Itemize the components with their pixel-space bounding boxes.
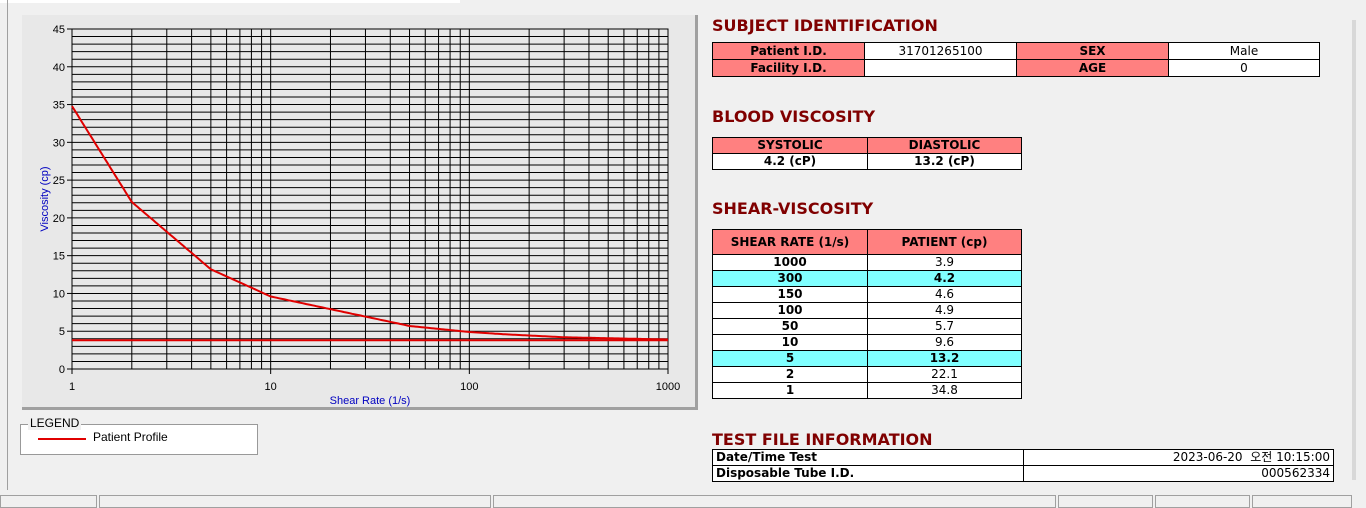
x-tick-label: 100 [460, 381, 478, 393]
shear-row: 1 34.8 [712, 382, 1022, 399]
systolic-value: 4.2 (cP) [712, 153, 868, 170]
status-panel [0, 495, 97, 508]
y-tick-label: 25 [53, 175, 65, 187]
patient-value-cell: 4.2 [867, 270, 1022, 287]
status-panel [1252, 495, 1352, 508]
tube-id-label: Disposable Tube I.D. [712, 465, 1024, 482]
shear-rate-cell: 300 [712, 270, 868, 287]
shear-rate-cell: 10 [712, 334, 868, 351]
status-panel [99, 495, 491, 508]
y-tick-label: 0 [59, 364, 65, 376]
y-tick-label: 15 [53, 251, 65, 263]
divider [7, 0, 8, 490]
shear-row: 5 13.2 [712, 350, 1022, 367]
shear-rate-header: SHEAR RATE (1/s) [712, 229, 868, 255]
legend-title: LEGEND [28, 416, 82, 430]
shear-rate-cell: 1 [712, 382, 868, 399]
shear-row: 10 9.6 [712, 334, 1022, 351]
status-panel [1058, 495, 1153, 508]
plot-area [71, 28, 669, 370]
top-edge [0, 0, 460, 3]
patient-value-cell: 4.9 [867, 302, 1022, 319]
y-tick-label: 45 [53, 24, 65, 36]
legend-line-swatch [38, 438, 86, 440]
shear-rate-cell: 50 [712, 318, 868, 335]
shear-row: 1000 3.9 [712, 254, 1022, 271]
patient-value-cell: 5.7 [867, 318, 1022, 335]
y-tick-label: 35 [53, 100, 65, 112]
shear-rate-cell: 5 [712, 350, 868, 367]
status-panel [1155, 495, 1250, 508]
status-panel [493, 495, 1056, 508]
shear-row: 100 4.9 [712, 302, 1022, 319]
subject-table: Patient I.D. 31701265100 SEX Male Facility … [712, 42, 1320, 77]
sex-label: SEX [1016, 42, 1169, 60]
shear-row: 300 4.2 [712, 270, 1022, 287]
y-tick-label: 5 [59, 326, 65, 338]
x-axis-label: Shear Rate (1/s) [330, 395, 411, 407]
viscosity-chart: 0 5 10 15 20 25 30 35 40 45 1 10 100 1000 Shear Rate (… [39, 24, 680, 407]
patient-value-cell: 13.2 [867, 350, 1022, 367]
diastolic-label: DIASTOLIC [867, 137, 1022, 154]
sex-value: Male [1168, 42, 1320, 60]
shear-title: SHEAR-VISCOSITY [712, 199, 874, 218]
x-tick-label: 1 [69, 381, 75, 393]
date-time-value: 2023-06-20 오전 10:15:00 [1023, 449, 1334, 466]
y-tick-label: 10 [53, 288, 65, 300]
testfile-table: Date/Time Test 2023-06-20 오전 10:15:00 Dis… [712, 449, 1334, 482]
y-tick-label: 30 [53, 137, 65, 149]
systolic-label: SYSTOLIC [712, 137, 868, 154]
patient-header: PATIENT (cp) [867, 229, 1022, 255]
y-tick-label: 20 [53, 213, 65, 225]
date-time-label: Date/Time Test [712, 449, 1024, 466]
x-tick-label: 1000 [656, 381, 680, 393]
patient-value-cell: 22.1 [867, 366, 1022, 383]
blood-title: BLOOD VISCOSITY [712, 107, 876, 126]
patient-value-cell: 4.6 [867, 286, 1022, 303]
facility-id-value [864, 59, 1017, 77]
shear-rate-cell: 100 [712, 302, 868, 319]
legend-item-label: Patient Profile [93, 430, 168, 444]
age-value: 0 [1168, 59, 1320, 77]
patient-id-label: Patient I.D. [712, 42, 865, 60]
patient-value-cell: 9.6 [867, 334, 1022, 351]
diastolic-value: 13.2 (cP) [867, 153, 1022, 170]
shear-row: 150 4.6 [712, 286, 1022, 303]
shear-rate-cell: 150 [712, 286, 868, 303]
y-tick-label: 40 [53, 62, 65, 74]
shear-table: SHEAR RATE (1/s) PATIENT (cp) 1000 3.9 300 4… [712, 229, 1022, 399]
shear-row: 2 22.1 [712, 366, 1022, 383]
scrollbar[interactable] [1352, 20, 1356, 480]
shear-rate-cell: 1000 [712, 254, 868, 271]
age-label: AGE [1016, 59, 1169, 77]
y-axis-label: Viscosity (cp) [39, 166, 51, 231]
patient-profile-line [71, 105, 668, 341]
shear-rate-cell: 2 [712, 366, 868, 383]
x-tick-label: 10 [265, 381, 277, 393]
blood-table: SYSTOLIC DIASTOLIC 4.2 (cP) 13.2 (cP) [712, 137, 1022, 170]
patient-id-value: 31701265100 [864, 42, 1017, 60]
shear-row: 50 5.7 [712, 318, 1022, 335]
subject-title: SUBJECT IDENTIFICATION [712, 16, 938, 35]
patient-value-cell: 3.9 [867, 254, 1022, 271]
facility-id-label: Facility I.D. [712, 59, 865, 77]
testfile-title: TEST FILE INFORMATION [712, 430, 933, 449]
patient-value-cell: 34.8 [867, 382, 1022, 399]
tube-id-value: 000562334 [1023, 465, 1334, 482]
